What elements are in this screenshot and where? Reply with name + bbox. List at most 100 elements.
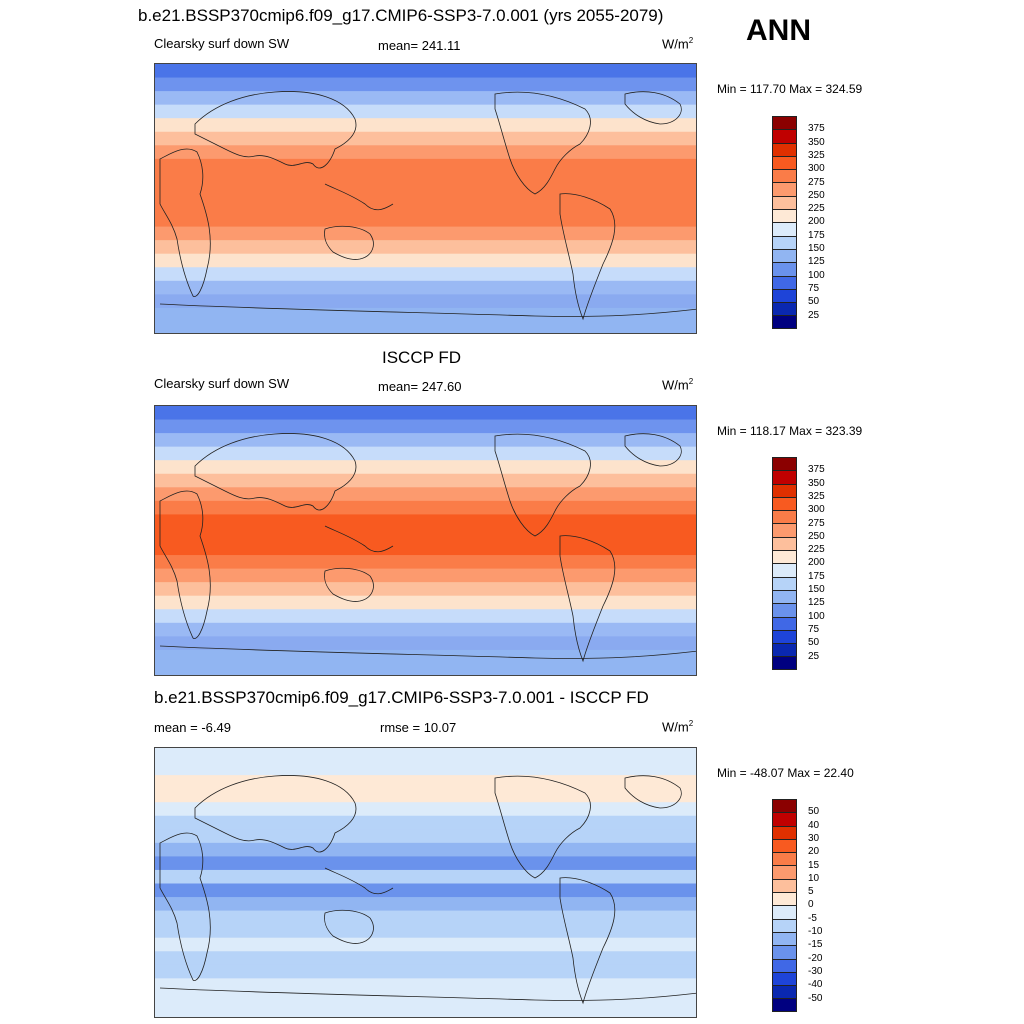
colorbar-tick-label: 75 <box>808 623 820 635</box>
coastline <box>159 987 696 1001</box>
latitude-band <box>155 951 696 966</box>
colorbar-cell <box>772 262 797 276</box>
colorbar-cell <box>772 209 797 223</box>
colorbar-cell <box>772 656 797 670</box>
colorbar-cell <box>772 825 797 839</box>
colorbar-tick-label: 325 <box>808 149 825 161</box>
latitude-band <box>155 213 696 228</box>
colorbar-tick-label: 300 <box>808 504 825 516</box>
coastline <box>324 867 394 895</box>
colorbar-tick-label: 25 <box>808 309 820 321</box>
latitude-band <box>155 991 696 1007</box>
colorbar-tick-label: -40 <box>808 979 823 991</box>
coastline <box>559 535 616 663</box>
colorbar-tick-label: 275 <box>808 517 825 529</box>
coastline <box>194 91 357 169</box>
latitude-band <box>155 199 696 214</box>
latitude-band <box>155 118 696 133</box>
colorbar-cell <box>772 142 797 156</box>
colorbar-tick-label: 225 <box>808 544 825 556</box>
colorbar-cell <box>772 235 797 249</box>
colorbar-tick-label: 200 <box>808 557 825 569</box>
panel-3-colorbar <box>772 799 797 1012</box>
colorbar-cell <box>772 523 797 537</box>
coastline <box>494 91 591 195</box>
latitude-band <box>155 842 696 857</box>
colorbar-tick-label: 250 <box>808 189 825 201</box>
colorbar-tick-label: 25 <box>808 650 820 662</box>
latitude-band <box>155 582 696 597</box>
panel-3-mean-label: mean = -6.49 <box>154 720 231 735</box>
colorbar-tick-label: 250 <box>808 530 825 542</box>
colorbar-cell <box>772 222 797 236</box>
latitude-band <box>155 91 696 106</box>
panel-3-rmse-label: rmse = 10.07 <box>380 720 457 735</box>
colorbar-cell <box>772 603 797 617</box>
panel-1-mean-label: mean= 241.11 <box>378 38 461 53</box>
latitude-band <box>155 815 696 830</box>
colorbar-cell <box>772 536 797 551</box>
panel-3-title: b.e21.BSSP370cmip6.f09_g17.CMIP6-SSP3-7.… <box>154 688 649 707</box>
coastline <box>324 225 374 260</box>
colorbar-tick-label: 30 <box>808 832 820 844</box>
colorbar-tick-label: 175 <box>808 229 825 241</box>
colorbar-cell <box>772 643 797 657</box>
coastline <box>194 775 357 853</box>
colorbar-tick-label: 75 <box>808 282 820 294</box>
colorbar-tick-label: 40 <box>808 819 820 831</box>
colorbar-tick-label: -30 <box>808 965 823 977</box>
latitude-band <box>155 253 696 268</box>
colorbar-tick-label: 275 <box>808 176 825 188</box>
coastline <box>559 877 616 1005</box>
coastline <box>324 909 374 944</box>
colorbar-cell <box>772 918 797 932</box>
colorbar-cell <box>772 129 797 143</box>
latitude-band <box>155 145 696 160</box>
latitude-band <box>155 406 696 421</box>
colorbar-cell <box>772 576 797 590</box>
colorbar-tick-label: 0 <box>808 899 814 911</box>
panel-2-title: ISCCP FD <box>382 348 462 367</box>
colorbar-cell <box>772 248 797 263</box>
latitude-band <box>155 307 696 323</box>
colorbar-cell <box>772 945 797 959</box>
colorbar-cell <box>772 629 797 644</box>
panel-2-colorbar <box>772 457 797 670</box>
colorbar-cell <box>772 510 797 524</box>
colorbar-tick-label: 200 <box>808 216 825 228</box>
colorbar-cell <box>772 302 797 316</box>
latitude-band <box>155 226 696 241</box>
colorbar-tick-label: 100 <box>808 269 825 281</box>
colorbar-tick-label: 150 <box>808 243 825 254</box>
latitude-band <box>155 775 696 790</box>
panel-3-units: W/m2 <box>662 719 694 735</box>
latitude-band <box>155 172 696 187</box>
colorbar-cell <box>772 483 797 497</box>
latitude-band <box>155 294 696 309</box>
latitude-band <box>155 829 696 844</box>
colorbar-tick-label: 5 <box>808 886 814 898</box>
latitude-band <box>155 131 696 146</box>
colorbar-tick-label: 20 <box>808 846 820 858</box>
colorbar-cell <box>772 838 797 853</box>
coastline <box>624 775 682 809</box>
colorbar-tick-label: -20 <box>808 952 823 964</box>
latitude-band <box>155 473 696 488</box>
map-field <box>155 64 696 333</box>
colorbar-tick-label: 225 <box>808 203 825 215</box>
latitude-band <box>155 937 696 952</box>
colorbar-cell <box>772 169 797 183</box>
latitude-band <box>155 924 696 939</box>
latitude-band <box>155 649 696 665</box>
latitude-band <box>155 541 696 556</box>
coastline <box>159 490 211 639</box>
colorbar-tick-label: 300 <box>808 163 825 175</box>
latitude-band <box>155 978 696 993</box>
colorbar-cell <box>772 563 797 577</box>
colorbar-tick-label: 15 <box>808 859 820 871</box>
colorbar-tick-label: 325 <box>808 490 825 502</box>
colorbar-cell <box>772 288 797 303</box>
coastline <box>324 183 394 211</box>
colorbar-tick-label: -15 <box>808 939 823 951</box>
coastline <box>159 148 211 297</box>
